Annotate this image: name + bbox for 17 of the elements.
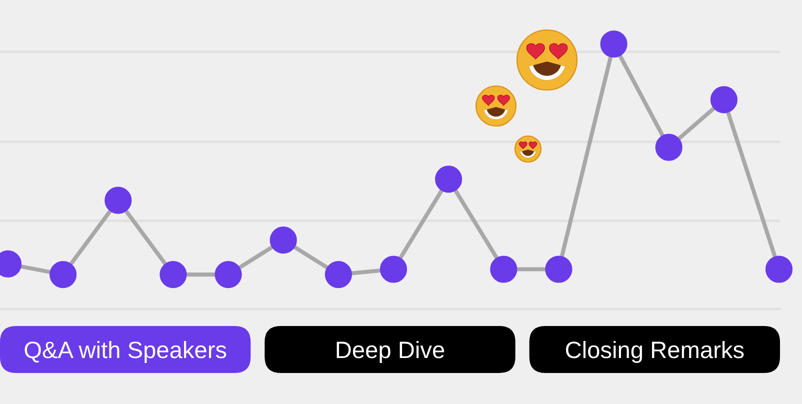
point — [600, 30, 628, 58]
point — [490, 256, 518, 283]
point — [710, 86, 738, 114]
text: Deep Dive — [336, 340, 444, 363]
point — [765, 256, 793, 283]
point — [50, 261, 77, 288]
point — [104, 186, 132, 214]
text: Q&A with Speakers — [24, 340, 226, 363]
point — [545, 256, 572, 283]
point — [324, 261, 352, 288]
text: Closing Remarks — [566, 340, 744, 363]
point — [380, 256, 408, 283]
point — [270, 226, 297, 254]
point — [214, 261, 242, 288]
point — [435, 166, 462, 193]
point — [160, 261, 187, 288]
point — [655, 134, 682, 161]
